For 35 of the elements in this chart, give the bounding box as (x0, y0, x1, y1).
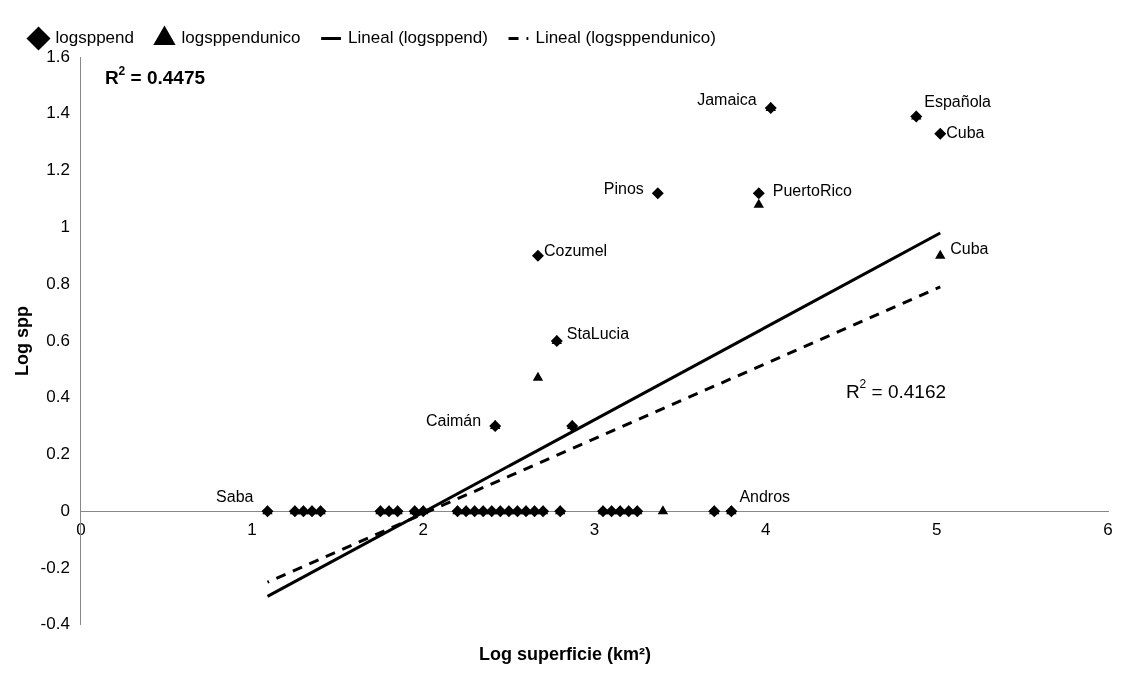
annotation: Caimán (426, 412, 482, 430)
y-tick-label: -0.2 (40, 557, 70, 577)
annotation: Cuba (950, 240, 989, 258)
annotation: Andros (739, 487, 791, 505)
x-tick-label: 2 (418, 520, 428, 540)
x-tick-label: 0 (76, 520, 86, 540)
x-tick-label: 1 (247, 520, 257, 540)
x-tick-label: 5 (932, 520, 942, 540)
y-axis-title: Log spp (11, 305, 32, 376)
annotation: Pinos (603, 179, 644, 197)
legend-label: logsppend (55, 28, 134, 48)
annotation: Jamaica (697, 90, 757, 108)
y-tick-label: 0 (60, 500, 70, 520)
annotation: Cozumel (543, 242, 608, 260)
y-tick-label: 0.4 (46, 387, 70, 407)
x-axis-title: Log superficie (km²) (478, 644, 652, 665)
y-tick-label: -0.4 (40, 614, 70, 634)
x-tick-label: 6 (1103, 520, 1113, 540)
y-tick-label: 1.6 (46, 46, 70, 66)
y-tick-label: 1.2 (46, 160, 70, 180)
y-tick-label: 0.8 (46, 273, 70, 293)
y-tick-label: 1 (60, 217, 70, 237)
legend-label: Lineal (logsppendunico) (535, 28, 716, 48)
y-tick-label: 0.6 (46, 330, 70, 350)
annotation: StaLucia (566, 325, 630, 343)
annotation: PuertoRico (772, 181, 853, 199)
annotation: Española (924, 93, 992, 111)
legend-label: Lineal (logsppend) (348, 28, 488, 48)
annotation: Saba (216, 487, 254, 505)
x-tick-label: 3 (589, 520, 600, 540)
annotation: Cuba (946, 124, 985, 142)
y-tick-label: 1.4 (46, 103, 70, 123)
x-tick-label: 4 (760, 520, 771, 540)
y-tick-label: 0.2 (46, 444, 70, 464)
legend-label: logsppendunico (181, 28, 301, 48)
